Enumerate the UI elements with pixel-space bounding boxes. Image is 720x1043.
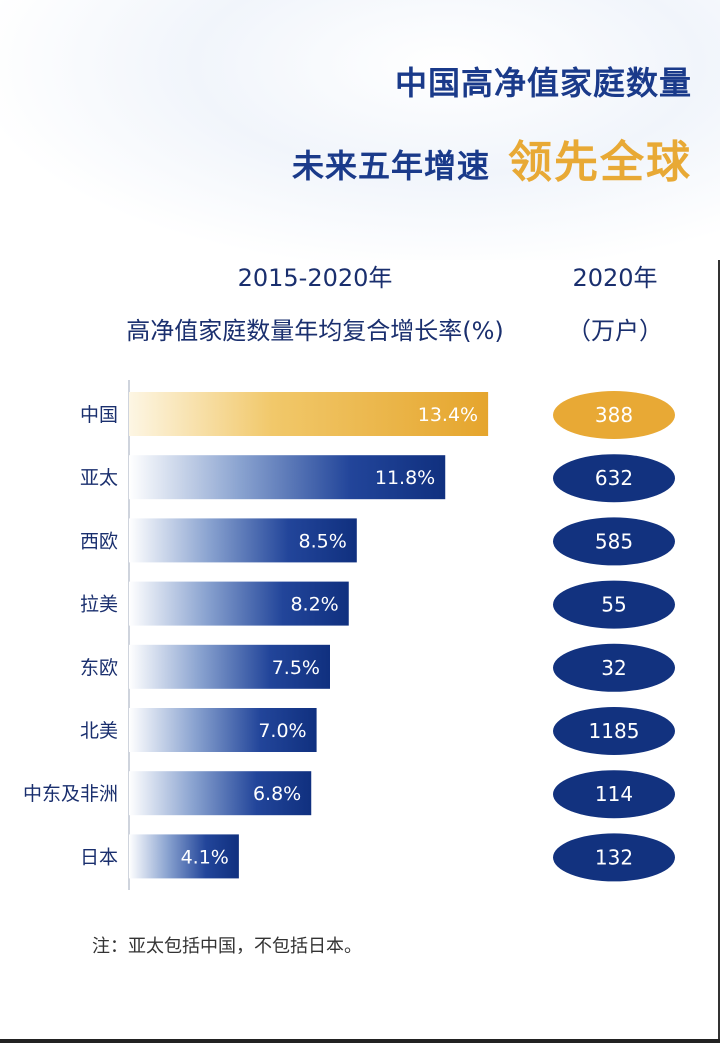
households-value: 114 — [595, 782, 633, 806]
households-value: 1185 — [589, 719, 640, 743]
title-line-1: 中国高净值家庭数量 — [394, 64, 692, 102]
households-badge — [553, 391, 675, 439]
category-label: 中国 — [80, 404, 118, 426]
bar-value-label: 13.4% — [418, 404, 478, 426]
title-line-2: 未来五年增速 领先全球 — [292, 126, 692, 190]
households-badge — [553, 517, 675, 566]
households-value: 388 — [595, 403, 633, 427]
bar-value-label: 11.8% — [375, 467, 435, 489]
bar — [129, 708, 317, 752]
bar — [129, 771, 312, 816]
households-badge — [553, 454, 675, 503]
bar — [129, 518, 357, 563]
bar-value-label: 4.1% — [181, 846, 229, 868]
households-value: 32 — [601, 656, 626, 680]
bottom-border — [0, 1039, 720, 1043]
category-label: 日本 — [80, 846, 118, 868]
title-area: 中国高净值家庭数量 未来五年增速 领先全球 — [292, 58, 692, 190]
households-value: 585 — [595, 529, 633, 553]
households-value: 55 — [601, 593, 626, 617]
category-label: 西欧 — [80, 530, 118, 552]
category-label: 拉美 — [80, 594, 118, 616]
bar-value-label: 7.0% — [258, 720, 306, 742]
households-column-header: 2020年 （万户） — [540, 258, 690, 346]
households-header-year: 2020年 — [572, 264, 658, 292]
households-value: 632 — [595, 466, 633, 490]
households-badge — [553, 580, 675, 629]
bar — [129, 392, 489, 436]
bar-value-label: 6.8% — [253, 783, 301, 805]
bar — [129, 455, 446, 500]
households-value: 132 — [595, 845, 633, 869]
households-badge — [553, 707, 675, 755]
households-badge — [553, 643, 675, 692]
bar — [129, 834, 239, 879]
bar — [129, 581, 349, 626]
footnote: 注：亚太包括中国，不包括日本。 — [92, 936, 362, 957]
bar — [129, 644, 330, 689]
growth-header-metric: 高净值家庭数量年均复合增长率(%) — [126, 317, 504, 345]
header-background — [0, 0, 720, 260]
category-label: 中东及非洲 — [23, 783, 118, 805]
title-line-2-text: 未来五年增速 — [291, 147, 490, 185]
growth-column-header: 2015-2020年 高净值家庭数量年均复合增长率(%) — [100, 258, 530, 346]
households-badge — [553, 833, 675, 882]
category-label: 亚太 — [80, 467, 118, 489]
bar-value-label: 7.5% — [272, 657, 320, 679]
bar-value-label: 8.2% — [290, 594, 338, 616]
title-highlight: 领先全球 — [508, 137, 692, 188]
households-badge — [553, 770, 675, 819]
households-header-unit: （万户） — [567, 317, 663, 345]
bar-value-label: 8.5% — [299, 530, 347, 552]
right-border — [718, 0, 720, 1043]
category-label: 东欧 — [80, 657, 118, 679]
category-label: 北美 — [80, 720, 118, 742]
growth-header-period: 2015-2020年 — [237, 264, 393, 292]
